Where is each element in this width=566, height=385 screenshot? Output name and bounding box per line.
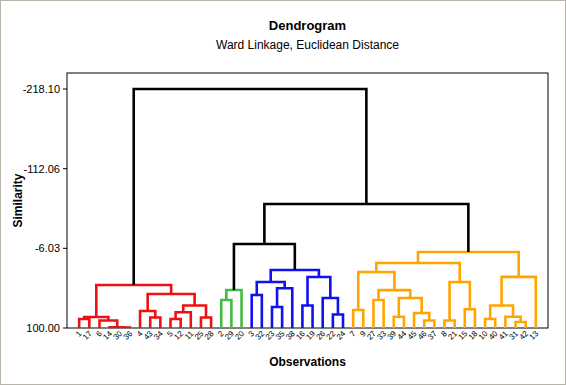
link [99,320,117,328]
link [323,298,338,328]
y-tick-label: -218.10 [23,83,60,95]
x-tick-label: 13 [528,329,541,342]
link [264,204,468,252]
y-tick [63,168,67,169]
link [414,313,429,328]
link [79,319,89,328]
link [450,282,470,320]
link [171,319,181,328]
x-tick-label: 7 [348,329,358,339]
link [490,305,513,319]
y-tick [63,248,67,249]
link [373,300,383,328]
x-tick-label: 34 [152,329,165,342]
link [234,244,295,290]
x-axis-label: Observations [269,355,346,369]
link [394,317,404,328]
y-tick [63,89,67,90]
y-tick [63,328,67,329]
link [272,307,282,328]
link [465,309,475,328]
link [176,312,191,328]
y-tick-label: 100.00 [26,322,60,334]
x-tick-label: 28 [203,329,216,342]
subtitle: Ward Linkage, Euclidean Distance [216,38,399,52]
link [148,294,195,311]
link [183,305,206,317]
link [277,288,292,328]
link [502,277,536,328]
y-tick-label: -112.06 [24,163,61,175]
link [353,310,363,328]
chart: Dendrogram Ward Linkage, Euclidean Distan… [0,0,566,385]
link [505,317,520,328]
x-tick-label: 37 [426,329,439,342]
link [516,322,526,328]
x-tick-label: 17 [81,329,94,342]
plot-frame [67,73,548,328]
link [424,320,434,328]
y-tick-label: -6.03 [35,242,60,254]
link [358,272,394,310]
link [333,314,343,328]
link [376,263,459,282]
background [1,1,566,385]
x-tick-label: 20 [233,329,246,342]
link [257,282,285,295]
link [399,298,422,317]
link [96,285,171,317]
link [308,277,331,305]
link [84,317,108,320]
link [221,300,231,328]
x-tick-label: 24 [335,329,348,342]
link [418,252,519,277]
link [271,270,319,282]
link [444,320,454,328]
link [134,89,367,285]
dendrogram-links [79,89,536,328]
link [252,295,262,328]
link [302,305,312,328]
title: Dendrogram [269,18,346,33]
x-tick-label: 36 [122,329,135,342]
link [379,290,411,300]
link [226,290,241,328]
y-axis-label: Similarity [11,173,25,227]
link [485,319,495,328]
link [140,311,155,328]
link [150,317,160,328]
link [201,317,211,328]
